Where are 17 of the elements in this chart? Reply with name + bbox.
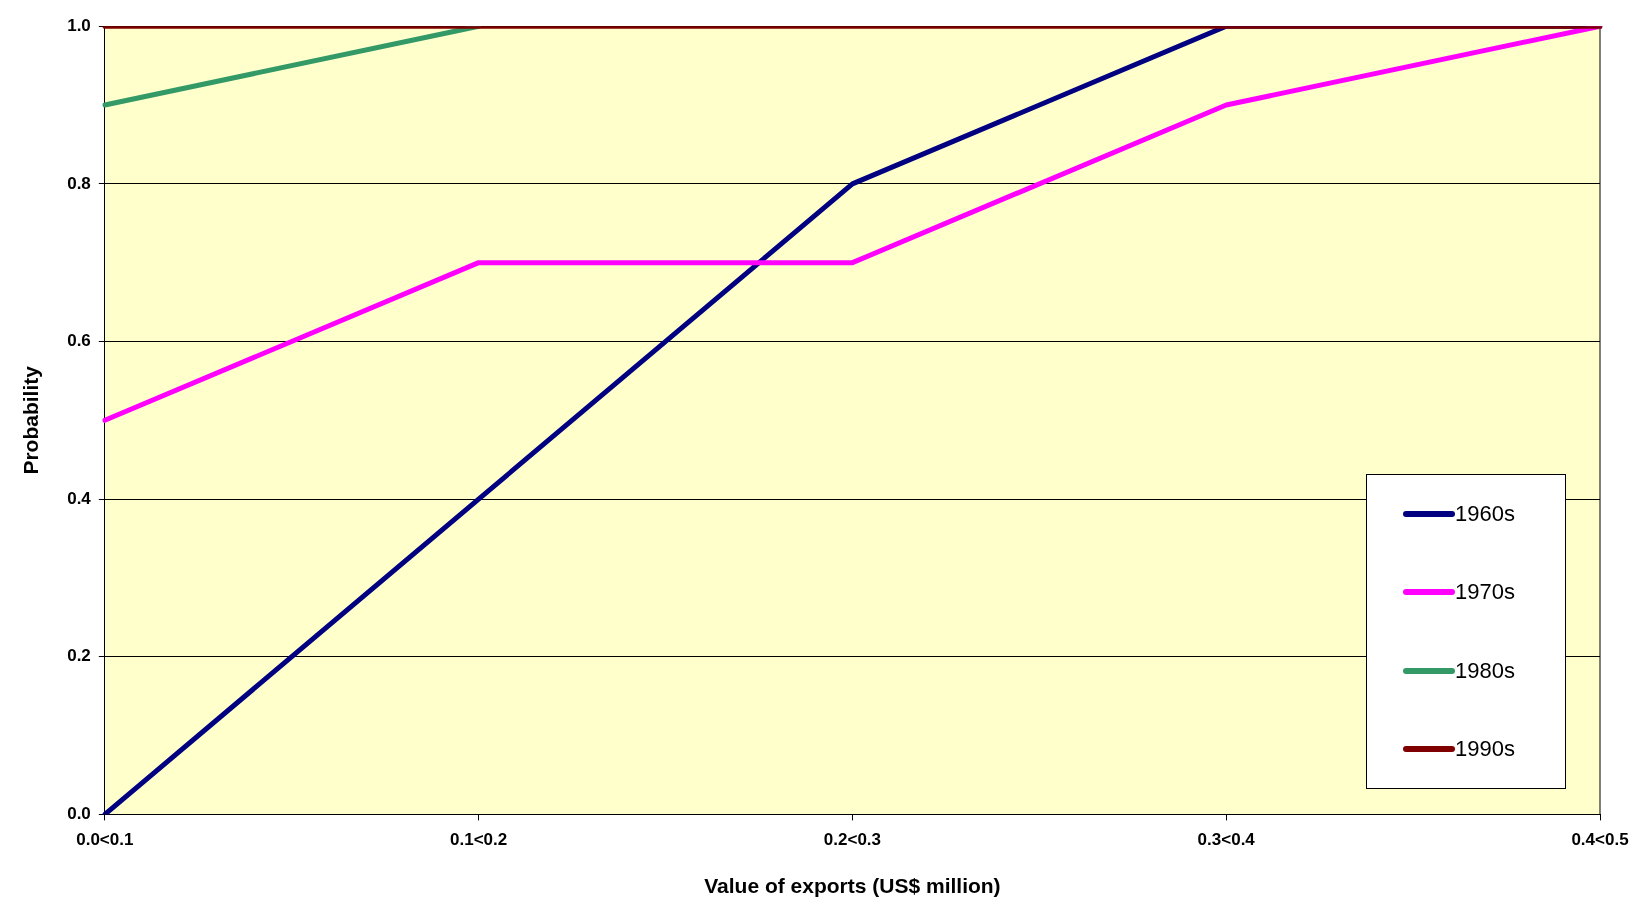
legend-label: 1960s [1455,501,1515,528]
y-tick-label: 1.0 [67,15,91,35]
legend-label: 1970s [1455,579,1515,606]
x-tick-label: 0.1<0.2 [450,830,508,850]
y-axis-title: Probability [19,365,43,475]
x-axis-title: Value of exports (US$ million) [704,874,1001,898]
legend-label: 1990s [1455,735,1515,762]
y-tick-label: 0.8 [67,173,91,193]
x-tick-label: 0.0<0.1 [76,830,134,850]
y-tick-label: 0.0 [67,804,91,824]
y-tick-label: 0.6 [67,331,91,351]
legend-label: 1980s [1455,657,1515,684]
x-tick-label: 0.2<0.3 [823,830,882,850]
x-tick-label: 0.3<0.4 [1197,830,1256,850]
y-tick-label: 0.2 [67,646,91,666]
y-tick-label: 0.4 [67,488,92,508]
x-tick-label: 0.4<0.5 [1571,830,1629,850]
